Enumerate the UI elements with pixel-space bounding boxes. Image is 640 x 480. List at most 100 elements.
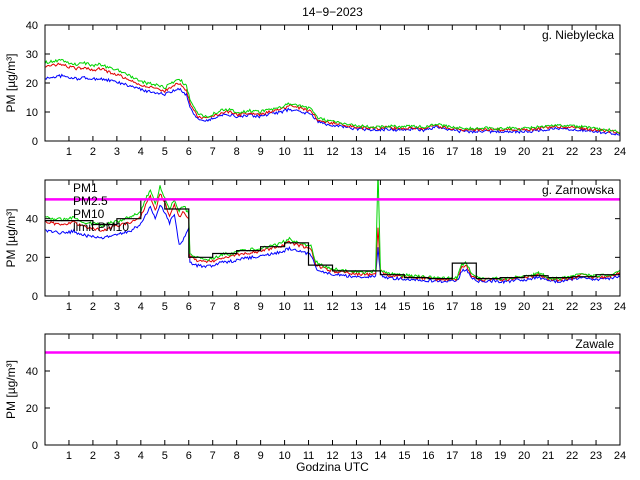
y-axis-ticks: 0 20 40 bbox=[26, 214, 620, 303]
x-tick-label: 19 bbox=[494, 450, 506, 462]
x-tick-label: 15 bbox=[398, 301, 410, 313]
x-tick-label: 1 bbox=[66, 301, 72, 313]
series-line-PM10 bbox=[45, 58, 620, 134]
x-tick-label: 3 bbox=[114, 450, 120, 462]
x-tick-label: 18 bbox=[470, 301, 482, 313]
x-tick-label: 12 bbox=[326, 301, 338, 313]
x-tick-label: 20 bbox=[518, 301, 530, 313]
x-tick-label: 6 bbox=[186, 450, 192, 462]
x-tick-label: 3 bbox=[114, 146, 120, 158]
legend-item: PM1 bbox=[73, 181, 98, 195]
x-tick-label: 18 bbox=[470, 450, 482, 462]
x-tick-label: 20 bbox=[518, 146, 530, 158]
x-tick-label: 16 bbox=[422, 146, 434, 158]
station-label: g. Zarnowska bbox=[542, 183, 614, 197]
x-tick-label: 6 bbox=[186, 301, 192, 313]
figure-title: 14−9−2023 bbox=[302, 5, 363, 19]
x-tick-label: 12 bbox=[326, 146, 338, 158]
y-tick-label: 40 bbox=[26, 366, 38, 378]
x-tick-label: 9 bbox=[258, 450, 264, 462]
x-tick-label: 22 bbox=[566, 146, 578, 158]
x-tick-label: 7 bbox=[210, 146, 216, 158]
x-axis-ticks: 1 2 3 4 5 6 7 8 9 10 11 12 13 14 15 16 17 18 19 20 21 22 23 24 bbox=[66, 25, 626, 158]
step-series-line bbox=[45, 198, 620, 280]
x-tick-label: 21 bbox=[542, 146, 554, 158]
series-line-PM1 bbox=[45, 204, 620, 285]
x-tick-label: 11 bbox=[303, 146, 314, 158]
y-tick-label: 20 bbox=[26, 252, 38, 264]
y-tick-label: 20 bbox=[26, 403, 38, 415]
x-tick-label: 5 bbox=[162, 146, 168, 158]
x-axis-ticks: 1 2 3 4 5 6 7 8 9 10 11 12 13 14 15 16 17 18 19 20 21 22 23 24 bbox=[66, 180, 626, 313]
x-tick-label: 17 bbox=[446, 450, 458, 462]
plot-area bbox=[45, 58, 620, 136]
x-tick-label: 10 bbox=[278, 450, 290, 462]
series-line-PM1 bbox=[45, 73, 620, 136]
x-tick-label: 23 bbox=[590, 301, 602, 313]
x-tick-label: 9 bbox=[258, 146, 264, 158]
x-tick-label: 19 bbox=[494, 301, 506, 313]
x-tick-label: 14 bbox=[374, 450, 386, 462]
y-tick-label: 40 bbox=[26, 20, 38, 32]
y-tick-label: 20 bbox=[26, 78, 38, 90]
y-tick-label: 10 bbox=[26, 107, 38, 119]
x-tick-label: 4 bbox=[138, 301, 144, 313]
x-tick-label: 7 bbox=[210, 450, 216, 462]
x-tick-label: 10 bbox=[278, 146, 290, 158]
x-tick-label: 4 bbox=[138, 450, 144, 462]
x-tick-label: 18 bbox=[470, 146, 482, 158]
x-tick-label: 24 bbox=[614, 146, 626, 158]
y-tick-label: 0 bbox=[32, 291, 38, 303]
x-tick-label: 15 bbox=[398, 450, 410, 462]
y-tick-label: 30 bbox=[26, 49, 38, 61]
x-tick-label: 14 bbox=[374, 301, 386, 313]
x-tick-label: 2 bbox=[90, 301, 96, 313]
axes-box bbox=[44, 179, 621, 297]
x-tick-label: 3 bbox=[114, 301, 120, 313]
y-axis-label: PM [µg/m³] bbox=[4, 54, 18, 113]
x-tick-label: 11 bbox=[303, 450, 314, 462]
x-tick-label: 21 bbox=[542, 450, 554, 462]
x-tick-label: 23 bbox=[590, 146, 602, 158]
x-axis-ticks: 1 2 3 4 5 6 7 8 9 10 11 12 13 14 15 16 17 18 19 20 21 22 23 24 bbox=[66, 334, 626, 462]
x-tick-label: 2 bbox=[90, 450, 96, 462]
x-tick-label: 13 bbox=[350, 450, 362, 462]
y-tick-label: 40 bbox=[26, 214, 38, 226]
x-tick-label: 14 bbox=[374, 146, 386, 158]
x-tick-label: 4 bbox=[138, 146, 144, 158]
x-tick-label: 7 bbox=[210, 301, 216, 313]
legend-item: PM2.5 bbox=[73, 194, 108, 208]
x-tick-label: 8 bbox=[234, 301, 240, 313]
x-tick-label: 22 bbox=[566, 301, 578, 313]
x-tick-label: 13 bbox=[350, 301, 362, 313]
x-tick-label: 8 bbox=[234, 146, 240, 158]
x-tick-label: 13 bbox=[350, 146, 362, 158]
x-tick-label: 1 bbox=[66, 450, 72, 462]
y-axis-ticks: 0 10 20 30 40 bbox=[26, 20, 620, 148]
x-tick-label: 23 bbox=[590, 450, 602, 462]
series-line-PM10 bbox=[45, 180, 620, 281]
x-tick-label: 16 bbox=[422, 301, 434, 313]
legend-item: limit PM10 bbox=[73, 220, 129, 234]
x-tick-label: 22 bbox=[566, 450, 578, 462]
x-tick-label: 21 bbox=[542, 301, 554, 313]
x-tick-label: 9 bbox=[258, 301, 264, 313]
plot-area bbox=[45, 180, 620, 285]
x-tick-label: 11 bbox=[303, 301, 314, 313]
x-tick-label: 20 bbox=[518, 450, 530, 462]
x-tick-label: 19 bbox=[494, 146, 506, 158]
x-tick-label: 10 bbox=[278, 301, 290, 313]
station-label: g. Niebylecka bbox=[542, 28, 614, 42]
station-label: Zawale bbox=[575, 337, 614, 351]
x-tick-label: 17 bbox=[446, 146, 458, 158]
axes-box bbox=[44, 333, 621, 446]
x-tick-label: 6 bbox=[186, 146, 192, 158]
series-line-PM2.5 bbox=[45, 62, 620, 135]
x-tick-label: 16 bbox=[422, 450, 434, 462]
x-tick-label: 24 bbox=[614, 450, 626, 462]
y-axis-label: PM [µg/m³] bbox=[4, 209, 18, 268]
x-tick-label: 5 bbox=[162, 450, 168, 462]
legend-item: PM10 bbox=[73, 207, 105, 221]
